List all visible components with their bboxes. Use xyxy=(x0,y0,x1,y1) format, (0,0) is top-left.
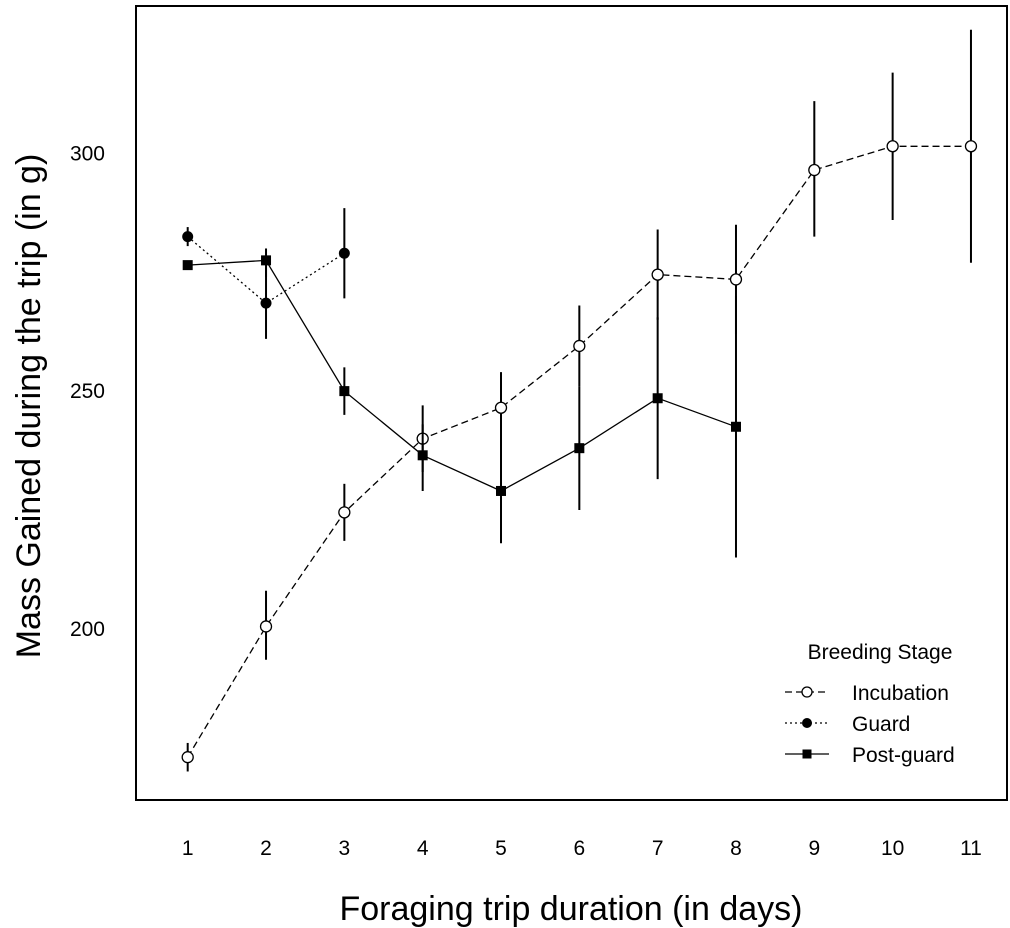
x-tick-label: 5 xyxy=(495,837,507,860)
x-tick-label: 6 xyxy=(573,837,585,860)
x-tick-label: 2 xyxy=(260,837,272,860)
data-point xyxy=(494,401,508,414)
legend-entry: Guard xyxy=(785,713,910,736)
data-point xyxy=(182,260,193,271)
data-point xyxy=(573,339,586,353)
data-point xyxy=(181,751,194,764)
x-tick-label: 1 xyxy=(182,837,194,860)
legend-label: Guard xyxy=(852,713,910,736)
x-tick-label: 9 xyxy=(808,837,820,860)
data-point xyxy=(338,506,351,519)
data-point xyxy=(417,450,428,461)
data-point xyxy=(808,163,821,177)
legend: Breeding Stage Incubation Guard Post-guard xyxy=(785,641,955,767)
series-guard xyxy=(182,208,350,339)
legend-entry: Incubation xyxy=(785,682,949,705)
legend-label: Incubation xyxy=(852,682,949,705)
data-point xyxy=(496,485,507,496)
x-tick-label: 7 xyxy=(652,837,664,860)
legend-marker xyxy=(802,749,812,759)
data-point xyxy=(260,297,272,309)
y-axis-title: Mass Gained during the trip (in g) xyxy=(10,154,48,659)
data-point xyxy=(182,231,194,243)
x-tick-label: 4 xyxy=(417,837,429,860)
data-point xyxy=(651,268,664,281)
series-incubation xyxy=(181,29,978,772)
legend-label: Post-guard xyxy=(852,744,955,767)
data-point xyxy=(886,140,899,153)
series-post-guard xyxy=(182,248,741,558)
series-line-post-guard xyxy=(187,259,737,492)
x-tick-label: 8 xyxy=(730,837,742,860)
y-tick-label: 200 xyxy=(70,618,105,641)
data-point xyxy=(259,620,273,633)
series-layer xyxy=(181,29,978,772)
data-point xyxy=(730,421,741,432)
x-axis: 1 2 3 4 5 6 7 8 9 10 11 xyxy=(182,837,982,860)
data-point xyxy=(261,255,272,266)
x-tick-label: 3 xyxy=(339,837,351,860)
legend-marker xyxy=(802,718,812,728)
data-point xyxy=(729,273,743,286)
x-tick-label: 10 xyxy=(881,837,904,860)
data-point xyxy=(652,393,663,404)
plot-frame xyxy=(135,5,1008,801)
y-tick-label: 250 xyxy=(70,380,105,403)
data-point xyxy=(964,140,978,153)
x-axis-title: Foraging trip duration (in days) xyxy=(339,890,802,928)
x-tick-label: 11 xyxy=(960,837,982,860)
data-point xyxy=(574,443,585,454)
legend-marker xyxy=(801,686,813,698)
series-line-incubation xyxy=(187,145,971,758)
y-tick-label: 300 xyxy=(70,142,105,165)
legend-title: Breeding Stage xyxy=(808,641,953,664)
data-point xyxy=(339,386,350,397)
legend-entry: Post-guard xyxy=(785,744,955,767)
y-axis: 200 250 300 xyxy=(70,142,105,640)
data-point xyxy=(338,247,350,259)
